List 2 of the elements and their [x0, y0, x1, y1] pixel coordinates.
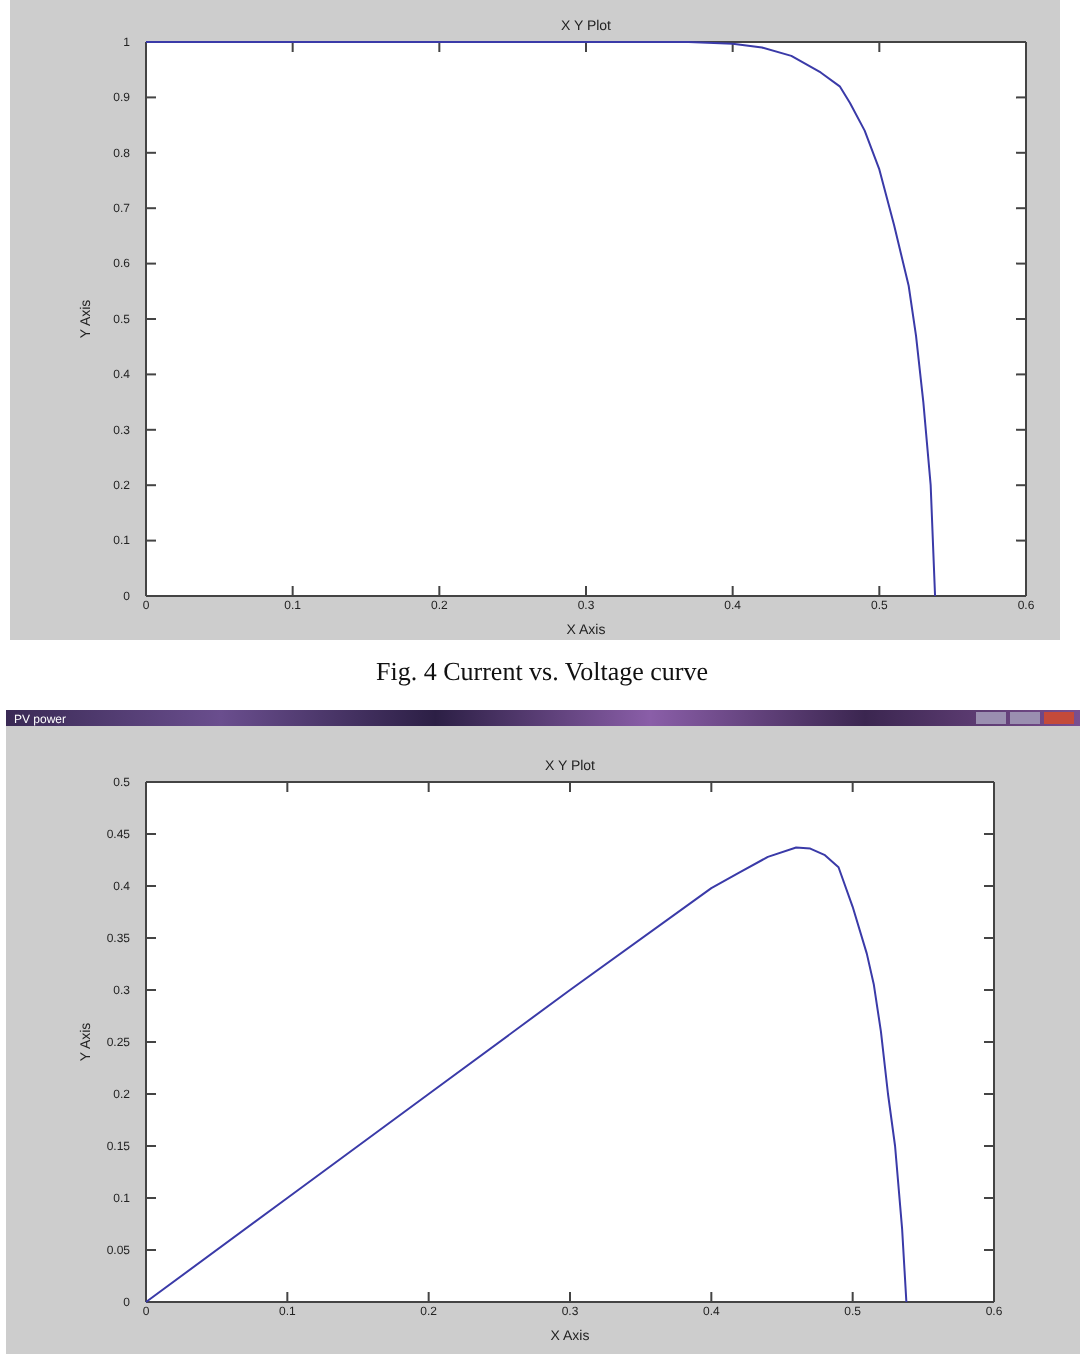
line-series [145, 846, 908, 1303]
caption: Fig. 4 Current vs. Voltage curve [376, 656, 709, 686]
